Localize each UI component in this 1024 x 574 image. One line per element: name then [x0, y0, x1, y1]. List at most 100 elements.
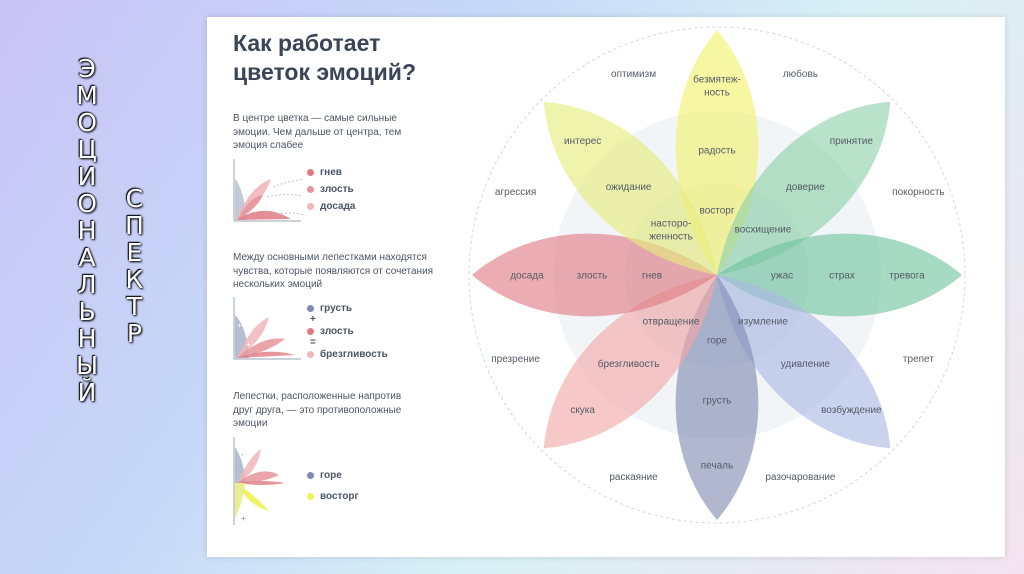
intensity-mini-diagram [233, 159, 303, 222]
emotion-label: отвращение [643, 316, 700, 327]
legend-dot-icon [307, 350, 314, 358]
emotion-label: тревога [889, 271, 925, 282]
vertical-letter: И [77, 162, 97, 191]
emotion-label: доверие [786, 182, 825, 193]
legend-opposites: горе восторг [307, 465, 359, 507]
petal [717, 275, 891, 449]
vertical-letter: Ы [76, 351, 99, 380]
legend-item: грусть [307, 302, 388, 314]
emotion-flower-diagram: безмятеж-ность радость восторг принятие дове… [468, 26, 966, 524]
emotion-label: интерес [564, 136, 601, 147]
vertical-letter: Ц [77, 135, 97, 164]
emotion-label: восхищение [735, 225, 792, 236]
legend-operator: + [310, 314, 316, 325]
legend-dot-icon [307, 493, 314, 500]
emotion-label: ужас [771, 271, 793, 282]
emotion-label: ожидание [606, 182, 652, 193]
emotion-label: презрение [491, 354, 540, 365]
legend-label: брезгливость [320, 348, 388, 360]
legend-label: гнев [320, 167, 342, 178]
vertical-letter: Ь [78, 297, 96, 326]
legend-dot-icon [307, 304, 314, 312]
vertical-letter: С [125, 184, 144, 213]
legend-dot-icon [307, 327, 314, 335]
legend-dot-icon [307, 169, 314, 176]
description-opposites: Лепестки, расположенные напротив друг др… [233, 391, 402, 429]
legend-label: грусть [320, 302, 353, 314]
legend-combination: грусть + злость = брезгливость [307, 302, 388, 360]
legend-dot-icon [307, 186, 314, 193]
emotion-label: радость [698, 146, 735, 157]
emotion-label: удивление [781, 359, 831, 370]
legend-operator: = [310, 337, 316, 348]
legend-label: досада [320, 201, 356, 212]
vertical-letter: О [77, 108, 97, 137]
legend-intensity: гнев злость досада [307, 164, 355, 215]
card-title-line1: Как работает [233, 30, 381, 56]
emotion-label: насторо-женность [649, 219, 693, 243]
vertical-letter: Н [77, 324, 97, 353]
vertical-letter: А [78, 243, 96, 272]
emotion-label: агрессия [495, 187, 536, 198]
emotion-label: безмятеж-ность [693, 74, 741, 99]
combination-mini-diagram: + + [233, 297, 301, 360]
description-intensity: В центре цветка — самые сильные эмоции. … [233, 113, 402, 151]
legend-dot-icon [307, 203, 314, 210]
emotion-wheel-card: Как работает цветок эмоций? В центре цве… [207, 17, 1005, 557]
legend-item: брезгливость [307, 348, 388, 360]
emotion-label: скука [570, 405, 595, 416]
emotion-label: печаль [701, 461, 733, 472]
legend-item: гнев [307, 164, 355, 181]
vertical-letter: Л [77, 270, 97, 299]
card-title-line2: цветок эмоций? [233, 59, 417, 85]
mini-sign-plus-1: + [237, 321, 242, 330]
emotion-label: покорность [892, 187, 944, 198]
emotion-label: раскаяние [609, 472, 658, 483]
emotion-label: любовь [783, 68, 818, 80]
emotion-label: изумление [738, 316, 788, 327]
legend-label: злость [320, 184, 354, 195]
petal-shape [543, 275, 717, 449]
emotion-label: оптимизм [611, 69, 656, 80]
vertical-letter: Н [77, 216, 97, 245]
emotion-label: гнев [642, 271, 662, 282]
vertical-letter: М [76, 81, 98, 110]
emotion-label: возбуждение [821, 404, 882, 416]
emotion-label: разочарование [765, 472, 836, 483]
opposites-mini-diagram: - + [233, 437, 285, 525]
emotion-label: восторг [700, 206, 735, 217]
emotion-label: трепет [903, 354, 934, 365]
legend-item: восторг [307, 486, 359, 507]
mini-sign-plus-2: + [246, 340, 251, 349]
vertical-letter: Э [78, 54, 96, 83]
vertical-letter: К [125, 265, 144, 294]
vertical-letter: О [77, 189, 97, 218]
legend-item: злость [307, 325, 388, 337]
legend-label: злость [320, 325, 354, 337]
emotion-label: злость [577, 271, 608, 282]
vertical-letter: Е [126, 238, 143, 267]
vertical-letter: Т [126, 292, 143, 321]
vertical-letter: Р [126, 319, 142, 348]
outer-ring [468, 26, 966, 524]
vertical-letter: П [125, 211, 144, 240]
petal-shape [717, 275, 891, 449]
petal [543, 101, 717, 275]
vertical-letter: Й [77, 378, 97, 407]
emotion-label: брезгливость [598, 358, 660, 370]
petal-shape [717, 101, 891, 275]
emotion-label: досада [510, 271, 544, 282]
emotion-label: грусть [703, 396, 732, 407]
emotion-label: горе [707, 336, 728, 347]
legend-item: горе [307, 465, 359, 486]
legend-label: восторг [320, 491, 359, 502]
emotion-label: страх [829, 271, 855, 282]
petal [717, 101, 891, 275]
petal [543, 275, 717, 449]
legend-item: злость [307, 181, 355, 198]
legend-label: горе [320, 470, 342, 481]
mini-sign-minus: - [241, 450, 244, 459]
legend-item: досада [307, 198, 355, 215]
